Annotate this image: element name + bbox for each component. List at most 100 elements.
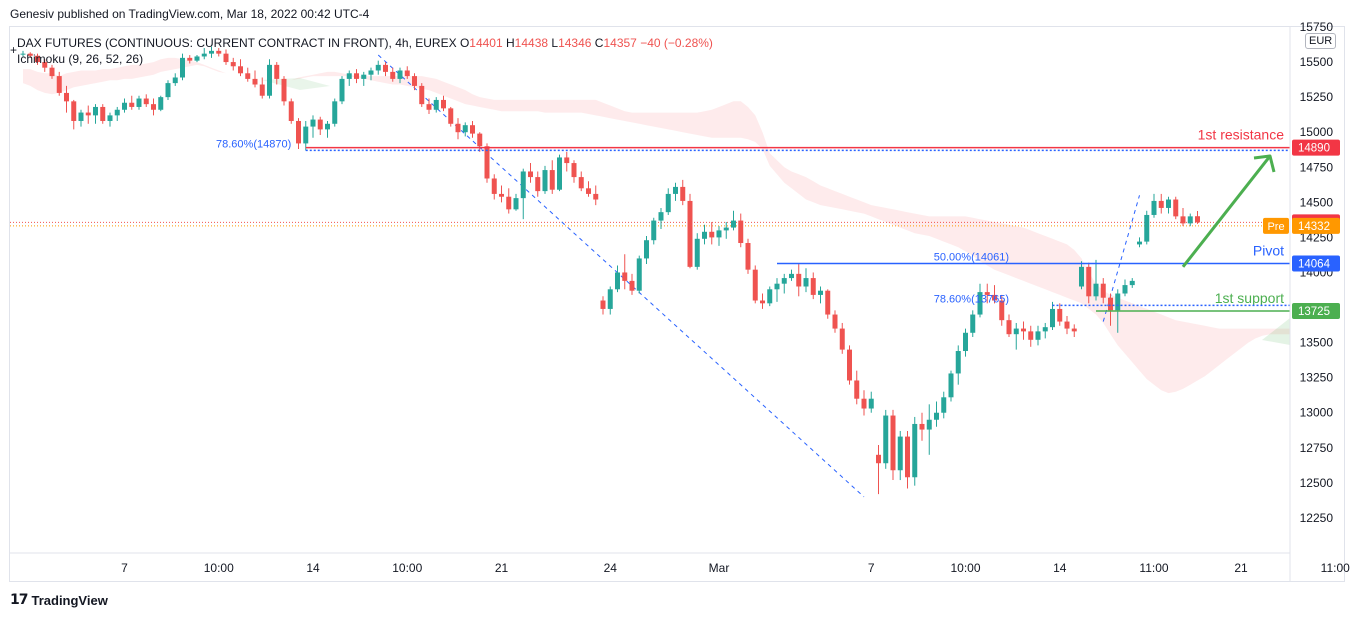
candle-body <box>731 220 736 228</box>
price-tick-label: 15750 <box>1300 20 1334 34</box>
candle-body <box>868 398 874 409</box>
candle <box>636 255 642 294</box>
time-tick-label: Mar <box>709 561 730 575</box>
candle-body <box>506 196 512 210</box>
candle-body <box>180 57 185 78</box>
candle <box>542 165 548 194</box>
candle <box>49 64 55 79</box>
time-tick-label: 21 <box>1234 561 1248 575</box>
candle <box>839 322 845 354</box>
candle <box>644 235 649 265</box>
candle <box>586 181 591 197</box>
candle-body <box>644 240 649 259</box>
candle <box>731 210 736 231</box>
candle-body <box>1158 200 1164 208</box>
candle <box>615 265 620 293</box>
candle-body <box>760 300 765 304</box>
candle <box>673 182 678 201</box>
candle <box>1144 210 1150 245</box>
candle <box>390 67 396 82</box>
chart-frame <box>9 26 1345 582</box>
candle-body <box>528 171 533 178</box>
candle-body <box>1187 216 1193 224</box>
brand-name: TradingView <box>31 592 108 608</box>
price-badge-text: 14064 <box>1298 258 1331 270</box>
candle <box>267 59 272 99</box>
candle-body <box>187 57 193 61</box>
legend-high-label: H <box>506 36 515 50</box>
crosshair-plus-icon[interactable]: + <box>10 43 18 57</box>
candle <box>919 412 925 441</box>
candle <box>1180 207 1186 227</box>
candle-body <box>651 220 657 241</box>
candle <box>607 286 613 315</box>
price-tick-label: 13000 <box>1300 406 1334 420</box>
candle-body <box>143 98 149 105</box>
candle-body <box>992 294 997 301</box>
candle-body <box>100 106 106 121</box>
candle <box>462 122 468 137</box>
projection-arrow-head <box>1253 154 1276 173</box>
candle <box>35 53 40 65</box>
candle <box>622 254 628 290</box>
candle-body <box>78 112 84 121</box>
candle <box>441 95 446 112</box>
candle-body <box>433 99 439 110</box>
candle-body <box>71 101 77 121</box>
candle-body <box>926 419 932 430</box>
candle-body <box>571 163 577 178</box>
currency-button[interactable]: EUR <box>1305 33 1337 49</box>
time-tick-label: 10:00 <box>392 561 422 575</box>
candle-body <box>1180 216 1186 224</box>
candle <box>1028 325 1034 347</box>
time-tick-label: 11:00 <box>1139 561 1168 575</box>
time-tick-label: 10:00 <box>204 561 234 575</box>
candle-body <box>586 188 591 194</box>
candle <box>897 430 903 481</box>
candle <box>281 76 287 106</box>
candle <box>1057 303 1063 326</box>
candle <box>963 328 968 357</box>
candle-body <box>1166 199 1171 208</box>
candle-body <box>622 272 628 281</box>
candle-body <box>56 76 62 93</box>
candle <box>375 60 381 75</box>
candle-body <box>600 300 606 309</box>
candle-body <box>346 73 352 79</box>
candle <box>1021 321 1026 340</box>
candle-body <box>716 230 722 238</box>
candle <box>484 143 490 183</box>
price-tick-label: 15250 <box>1300 90 1334 104</box>
candle-body <box>709 231 715 238</box>
candle-body <box>607 289 613 309</box>
legend-indicator[interactable]: Ichimoku (9, 26, 52, 26) <box>17 52 144 66</box>
candle <box>883 409 889 469</box>
level-label: Pivot <box>1253 242 1284 258</box>
candle <box>702 224 707 245</box>
candle-body <box>934 412 939 420</box>
legend-symbol[interactable]: DAX FUTURES (CONTINUOUS: CURRENT CONTRAC… <box>17 36 457 50</box>
candle <box>926 404 932 455</box>
candle <box>27 52 33 58</box>
candle <box>455 118 461 140</box>
time-tick-label: 10:00 <box>950 561 980 575</box>
candle-body <box>557 157 562 190</box>
candle-body <box>1042 327 1048 332</box>
price-badge-text: 14332 <box>1298 221 1330 233</box>
time-tick-label: 11:00 <box>1321 561 1350 575</box>
candle <box>557 154 562 192</box>
candle <box>317 116 323 136</box>
candle <box>810 272 816 300</box>
price-tick-label: 13500 <box>1300 336 1334 350</box>
candle-body <box>462 125 468 133</box>
candle <box>136 95 142 110</box>
candle <box>1093 259 1099 301</box>
candle <box>165 80 171 100</box>
candle <box>890 409 896 481</box>
candle-body <box>549 170 555 190</box>
candle <box>1086 262 1092 304</box>
ichimoku-cloud-green <box>1262 318 1290 345</box>
candle <box>796 264 802 297</box>
candle <box>1195 211 1200 224</box>
